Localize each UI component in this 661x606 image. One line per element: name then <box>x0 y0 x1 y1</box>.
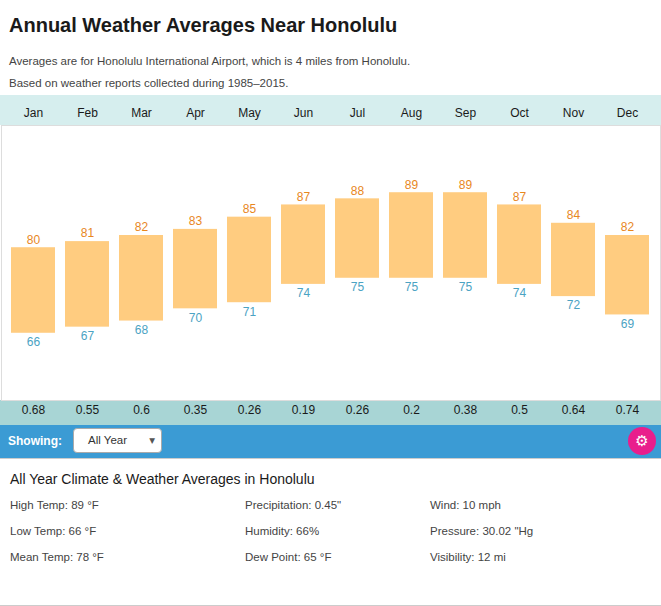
svg-text:0.55: 0.55 <box>76 403 100 417</box>
html-text:All Year: All Year <box>88 434 127 446</box>
svg-text:Apr: Apr <box>186 106 205 120</box>
svg-text:72: 72 <box>567 298 581 312</box>
svg-text:0.6: 0.6 <box>133 403 150 417</box>
html-text:Averages are for Honolulu Inte: Averages are for Honolulu International … <box>9 55 411 67</box>
svg-text:68: 68 <box>135 323 149 337</box>
svg-text:Mar: Mar <box>131 106 152 120</box>
html-text:Annual Weather Averages Near H: Annual Weather Averages Near Honolulu <box>9 14 398 36</box>
svg-text:0.26: 0.26 <box>238 403 262 417</box>
svg-text:75: 75 <box>459 280 473 294</box>
html-text:Based on weather reports colle: Based on weather reports collected durin… <box>9 77 289 89</box>
svg-text:Jul: Jul <box>350 106 365 120</box>
svg-text:88: 88 <box>351 184 365 198</box>
html-text:All Year Climate & Weather Ave: All Year Climate & Weather Averages in H… <box>10 471 315 487</box>
svg-text:0.68: 0.68 <box>22 403 46 417</box>
html-text:Pressure: 30.02 "Hg: Pressure: 30.02 "Hg <box>430 525 534 537</box>
svg-text:83: 83 <box>189 214 203 228</box>
html-text:Dew Point: 65 °F: Dew Point: 65 °F <box>245 551 332 563</box>
svg-text:89: 89 <box>459 178 473 192</box>
svg-text:66: 66 <box>27 335 41 349</box>
svg-text:80: 80 <box>27 233 41 247</box>
svg-text:Dec: Dec <box>617 106 638 120</box>
svg-text:87: 87 <box>297 190 311 204</box>
svg-text:0.2: 0.2 <box>403 403 420 417</box>
html-text:Precipitation: 0.45": Precipitation: 0.45" <box>245 499 342 511</box>
svg-text:Aug: Aug <box>401 106 422 120</box>
html-text:Mean Temp: 78 °F: Mean Temp: 78 °F <box>10 551 104 563</box>
svg-text:75: 75 <box>405 280 419 294</box>
html-text:Wind: 10 mph: Wind: 10 mph <box>430 499 501 511</box>
svg-text:82: 82 <box>135 220 149 234</box>
svg-text:71: 71 <box>243 305 257 319</box>
svg-text:Feb: Feb <box>77 106 98 120</box>
svg-text:Sep: Sep <box>455 106 477 120</box>
svg-text:0.64: 0.64 <box>562 403 586 417</box>
svg-text:85: 85 <box>243 202 257 216</box>
svg-text:70: 70 <box>189 311 203 325</box>
svg-text:82: 82 <box>621 220 635 234</box>
svg-text:67: 67 <box>81 329 95 343</box>
svg-text:74: 74 <box>513 286 527 300</box>
svg-text:84: 84 <box>567 208 581 222</box>
svg-text:74: 74 <box>297 286 311 300</box>
svg-text:Oct: Oct <box>510 106 529 120</box>
svg-text:69: 69 <box>621 317 635 331</box>
html-text:Visibility: 12 mi: Visibility: 12 mi <box>430 551 506 563</box>
svg-text:0.38: 0.38 <box>454 403 478 417</box>
svg-text:87: 87 <box>513 190 527 204</box>
html-text:High Temp: 89 °F: High Temp: 89 °F <box>10 499 99 511</box>
svg-text:0.5: 0.5 <box>511 403 528 417</box>
svg-text:0.19: 0.19 <box>292 403 316 417</box>
svg-text:89: 89 <box>405 178 419 192</box>
svg-text:May: May <box>238 106 261 120</box>
svg-text:75: 75 <box>351 280 365 294</box>
svg-text:Jan: Jan <box>24 106 43 120</box>
html-text:Humidity: 66%: Humidity: 66% <box>245 525 320 537</box>
svg-text:81: 81 <box>81 226 95 240</box>
svg-text:0.26: 0.26 <box>346 403 370 417</box>
svg-text:Nov: Nov <box>563 106 584 120</box>
svg-text:Jun: Jun <box>294 106 313 120</box>
svg-text:0.35: 0.35 <box>184 403 208 417</box>
svg-text:0.74: 0.74 <box>616 403 640 417</box>
html-text:Low Temp: 66 °F: Low Temp: 66 °F <box>10 525 97 537</box>
html-text:Showing:: Showing: <box>8 434 62 448</box>
